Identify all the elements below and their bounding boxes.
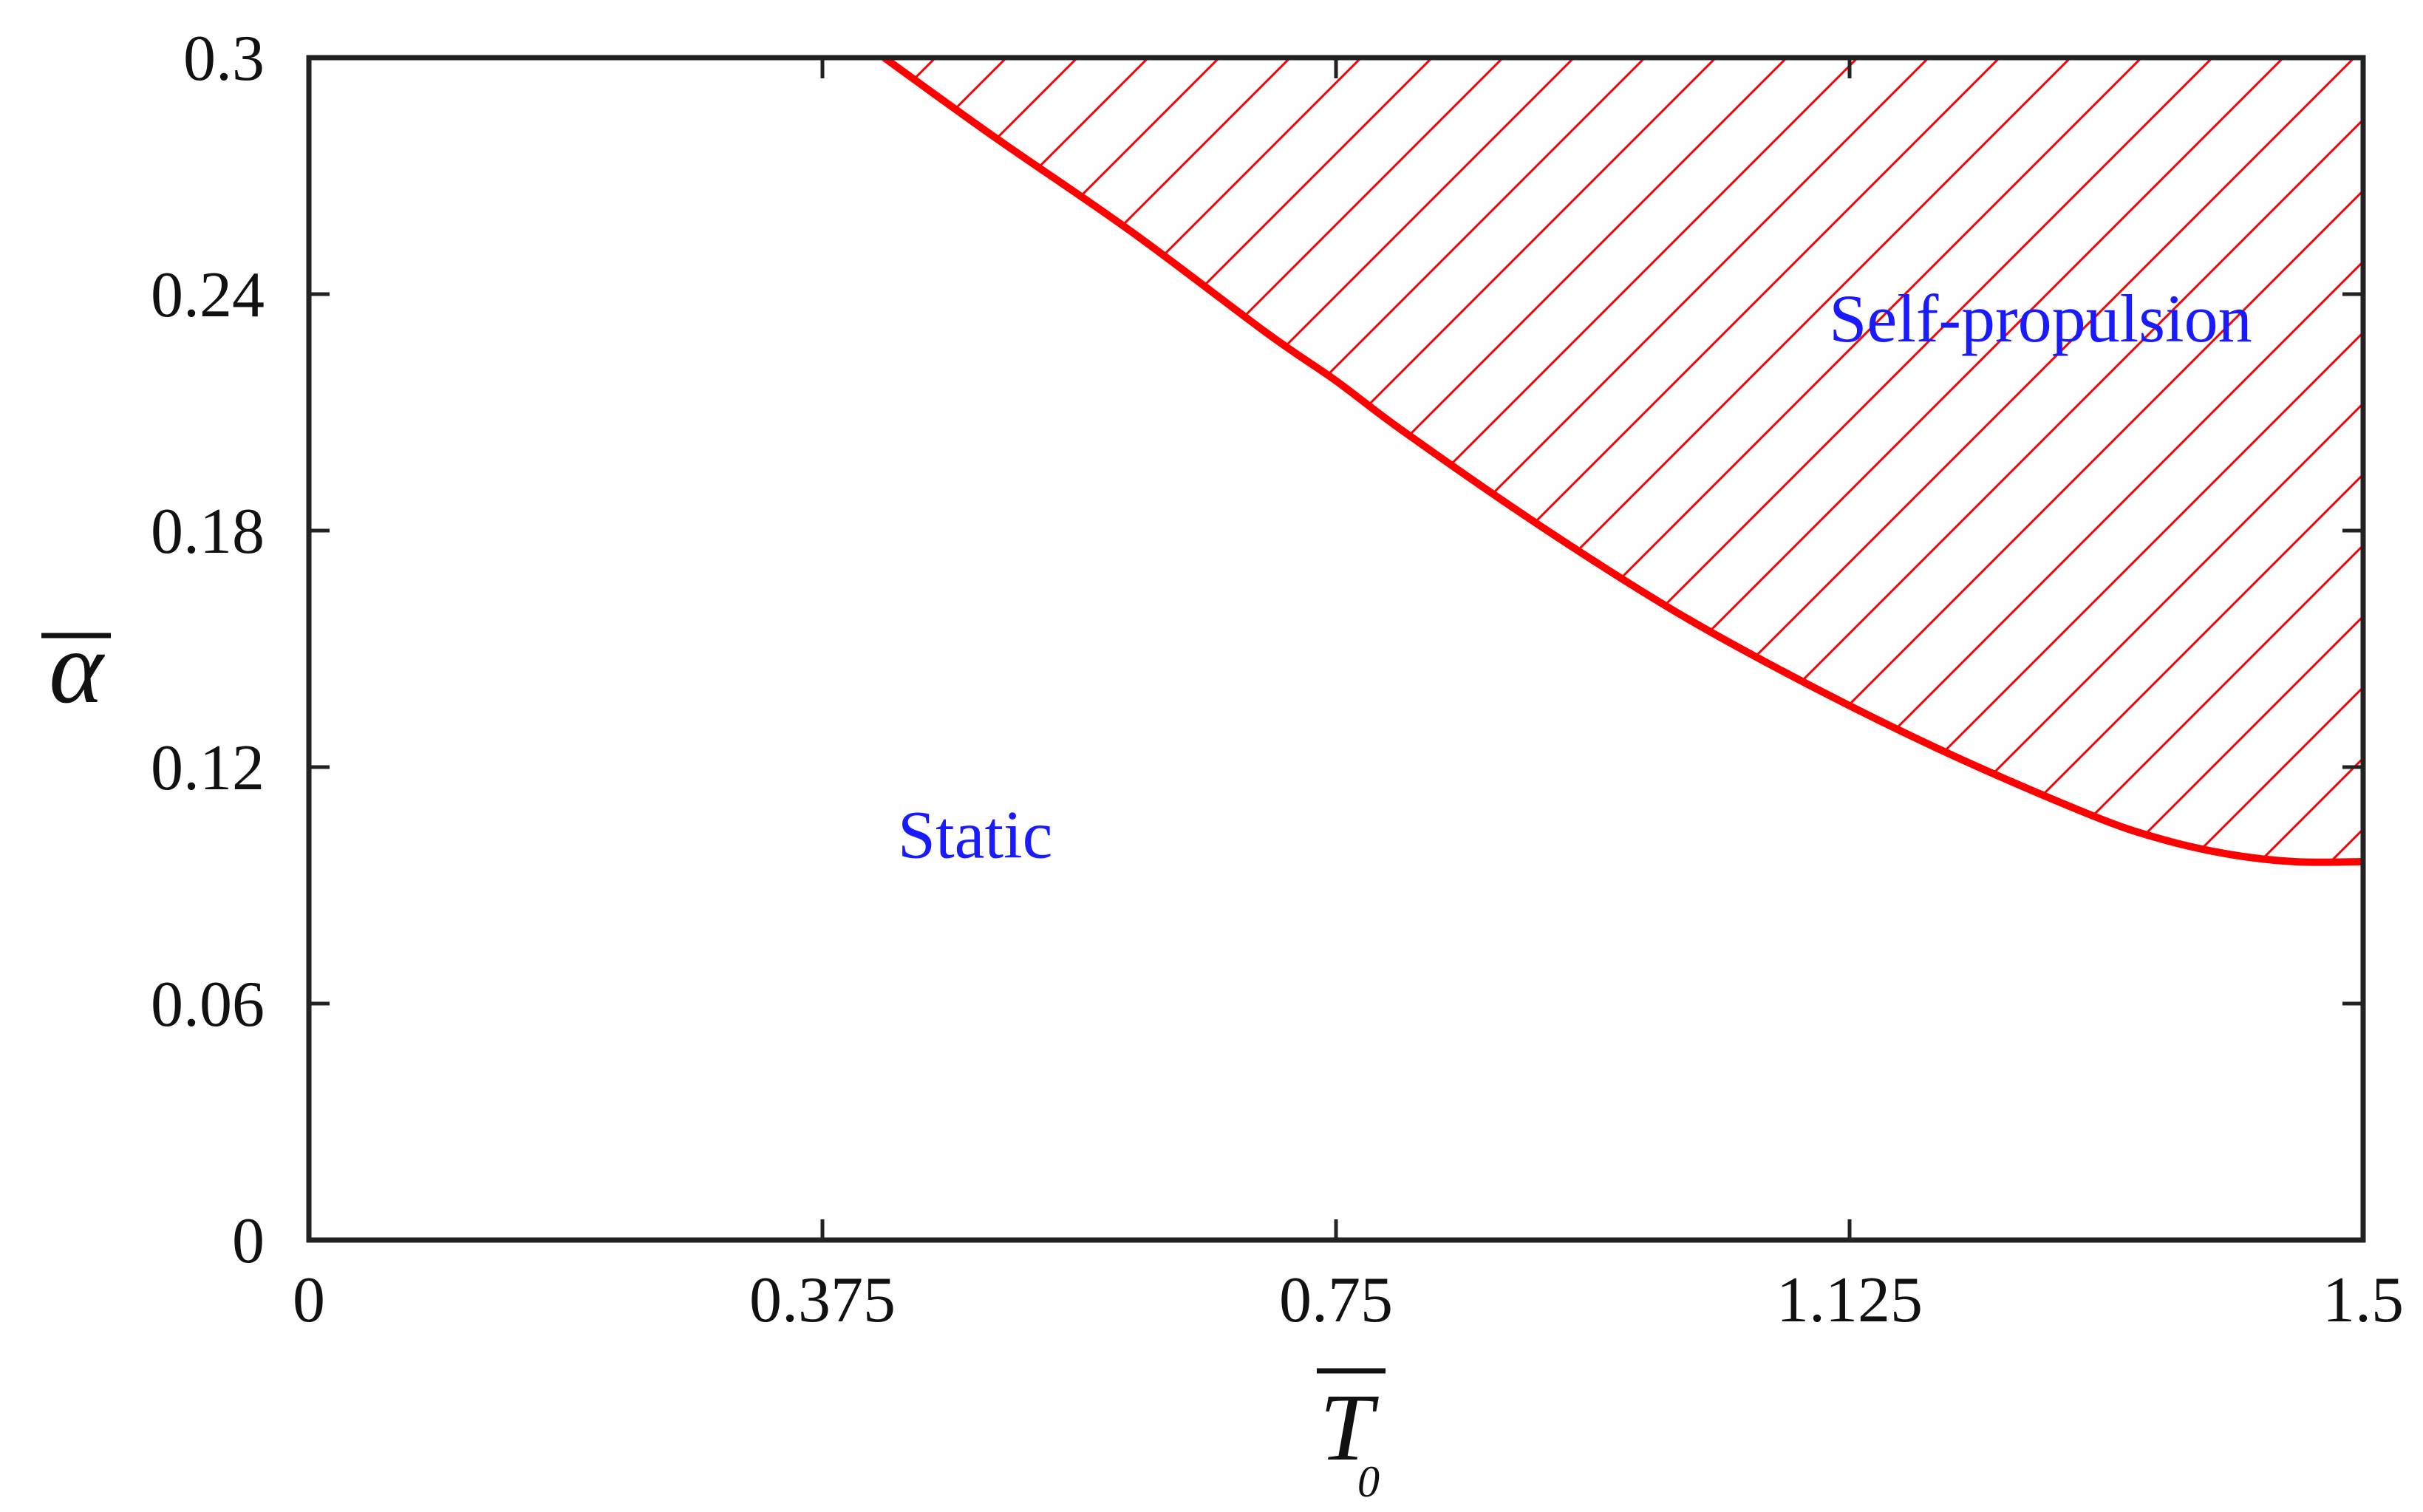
x-axis-label-subscript: 0 [1357, 1457, 1380, 1506]
region-labels: Self-propulsion Static [898, 281, 2252, 873]
y-tick-label: 0.12 [151, 732, 265, 804]
plot-area [882, 58, 2363, 866]
x-tick-label: 0 [293, 1264, 325, 1336]
y-tick-label: 0.06 [151, 969, 265, 1041]
x-tick-label: 0.75 [1279, 1264, 1393, 1336]
y-axis-ticks: 0 0.06 0.12 0.18 0.24 0.3 [151, 23, 2363, 1277]
y-tick-label: 0.3 [183, 23, 265, 95]
phase-boundary-curve [882, 58, 2363, 866]
x-axis-label: T 0 [1317, 1368, 1386, 1506]
region-label: Static [898, 797, 1053, 873]
y-axis-label-main: α [49, 610, 105, 725]
x-tick-label: 1.125 [1776, 1264, 1923, 1336]
x-tick-label: 1.5 [2323, 1264, 2404, 1336]
y-tick-label: 0 [232, 1205, 265, 1277]
y-tick-label: 0.24 [151, 259, 265, 331]
x-axis-ticks: 0 0.375 0.75 1.125 1.5 [293, 58, 2404, 1336]
x-axis-label-main: T [1320, 1375, 1379, 1481]
region-label: Self-propulsion [1829, 281, 2252, 356]
y-tick-label: 0.18 [151, 496, 265, 568]
y-axis-label: α [41, 610, 111, 725]
self-propulsion-region [884, 58, 2363, 862]
x-tick-label: 0.375 [749, 1264, 896, 1336]
